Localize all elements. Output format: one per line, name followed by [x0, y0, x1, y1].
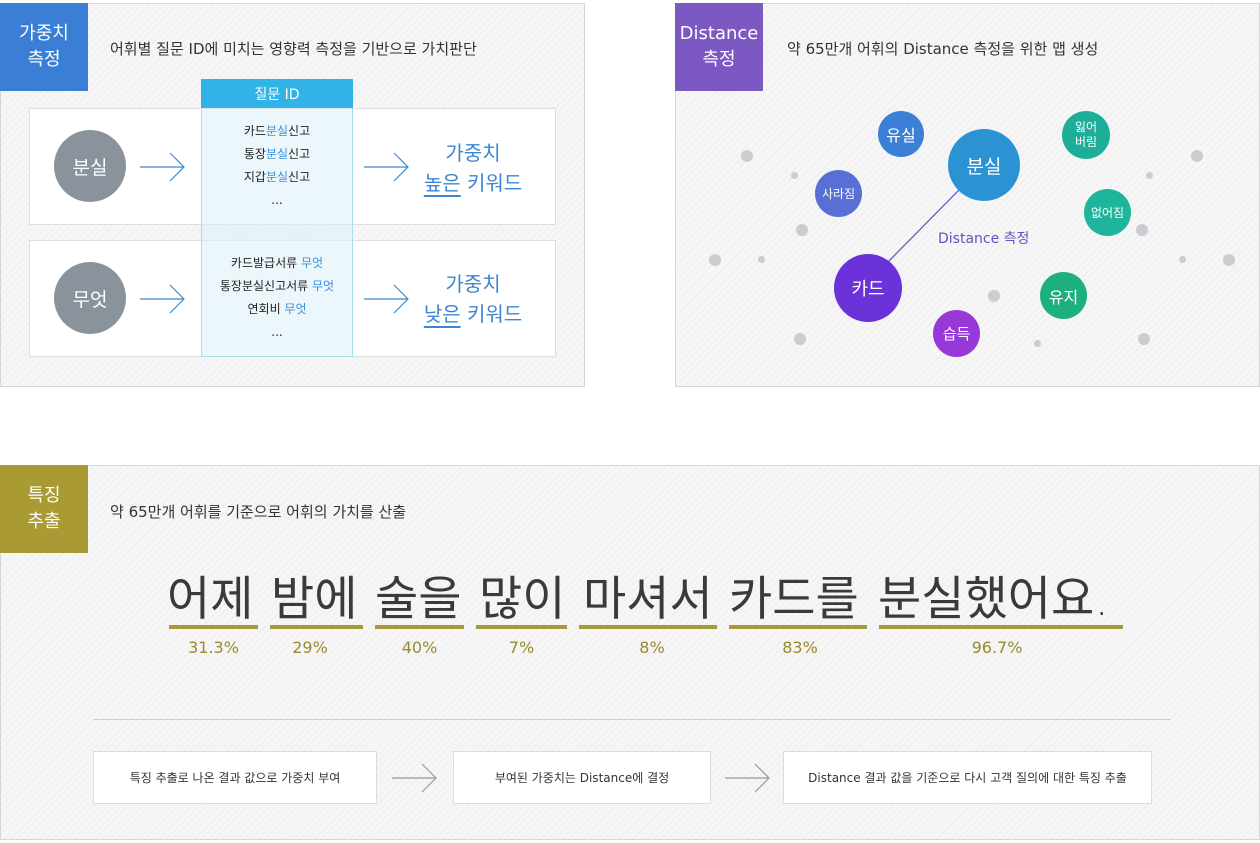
question-item: 통장분실신고서류 무엇: [219, 279, 335, 293]
map-dot: [1223, 254, 1235, 266]
section-divider: [93, 719, 1171, 720]
question-item: 연회비 무엇: [247, 302, 307, 316]
weight-description: 어휘별 질문 ID에 미치는 영향력 측정을 기반으로 가치판단: [110, 40, 477, 58]
map-dot: [1138, 333, 1150, 345]
sentence-word: 어제: [167, 572, 254, 627]
bubble-eopseojim: 없어짐: [1084, 189, 1131, 236]
sentence-word: 밤에: [271, 572, 358, 627]
step-box-1: 특징 추출로 나온 결과 값으로 가중치 부여: [93, 751, 377, 804]
distance-tag: Distance 측정: [675, 3, 763, 91]
sentence-word: 많이: [479, 572, 566, 627]
high-weight-keyword: 가중치 높은 키워드: [423, 141, 523, 195]
arrow-right-icon: [140, 284, 185, 314]
word-bar: [879, 625, 1123, 629]
word-bar: [729, 625, 867, 629]
map-dot: [1191, 150, 1203, 162]
word-percent: 8%: [639, 638, 665, 657]
map-dot: [709, 254, 721, 266]
word-percent: 40%: [401, 638, 438, 657]
map-dot: [758, 256, 765, 263]
sentence-word: 술을: [375, 572, 462, 627]
word-circle-bunsil: 분실: [54, 130, 126, 202]
map-dot: [1179, 256, 1186, 263]
map-dot: [1034, 340, 1041, 347]
question-item: 통장분실신고: [243, 147, 311, 161]
word-percent: 31.3%: [188, 638, 239, 657]
arrow-right-icon: [364, 152, 409, 182]
word-bar: [579, 625, 717, 629]
map-dot: [741, 150, 753, 162]
arrow-right-icon: [140, 152, 185, 182]
low-weight-keyword: 가중치 낮은 키워드: [423, 272, 523, 326]
step-box-2: 부여된 가중치는 Distance에 결정: [453, 751, 711, 804]
arrow-right-icon: [364, 284, 409, 314]
weight-tag: 가중치 측정: [0, 3, 88, 91]
sentence-word: 분실했어요.: [878, 572, 1110, 627]
map-dot: [791, 172, 798, 179]
bubble-yuji: 유지: [1040, 272, 1087, 319]
bubble-seupdeuk: 습득: [933, 310, 980, 357]
bubble-ilheobeorim: 잃어 버림: [1062, 111, 1110, 159]
word-percent: 83%: [782, 638, 818, 657]
question-item: ...: [271, 325, 283, 339]
arrow-right-icon: [725, 763, 770, 793]
bubble-sarajim: 사라짐: [815, 170, 862, 217]
word-percent: 7%: [508, 638, 535, 657]
question-item: 지갑분실신고: [243, 170, 311, 184]
step-box-3: Distance 결과 값을 기준으로 다시 고객 질의에 대한 특징 추출: [783, 751, 1152, 804]
bubble-card: 카드: [834, 254, 902, 322]
map-dot: [796, 224, 808, 236]
word-percent: 29%: [292, 638, 328, 657]
question-id-column: [201, 107, 353, 357]
word-bar: [476, 625, 567, 629]
word-bar: [375, 625, 464, 629]
feature-tag: 특징 추출: [0, 465, 88, 553]
bubble-yusil: 유실: [878, 111, 924, 157]
question-list-bunsil: 카드분실신고 통장분실신고 지갑분실신고 ...: [201, 120, 353, 212]
bubble-bunsil: 분실: [948, 129, 1020, 201]
map-dot: [1146, 172, 1153, 179]
sentence-word: 카드를: [729, 572, 859, 627]
question-list-mueot: 카드발급서류 무엇 통장분실신고서류 무엇 연회비 무엇 ...: [201, 252, 353, 344]
question-item: ...: [271, 193, 283, 207]
question-id-header: 질문 ID: [201, 79, 353, 108]
distance-link-label: Distance 측정: [938, 231, 1030, 247]
word-percent: 96.7%: [971, 638, 1023, 657]
arrow-right-icon: [392, 763, 437, 793]
question-item: 카드발급서류 무엇: [230, 256, 324, 270]
distance-description: 약 65만개 어휘의 Distance 측정을 위한 맵 생성: [787, 40, 1099, 58]
map-dot: [794, 333, 806, 345]
sentence-word: 마셔서: [583, 572, 713, 627]
map-dot: [1136, 224, 1148, 236]
word-bar: [270, 625, 363, 629]
question-item: 카드분실신고: [243, 124, 311, 138]
map-dot: [988, 290, 1000, 302]
feature-description: 약 65만개 어휘를 기준으로 어휘의 가치를 산출: [110, 503, 407, 521]
word-bar: [169, 625, 258, 629]
word-circle-mueot: 무엇: [54, 262, 126, 334]
